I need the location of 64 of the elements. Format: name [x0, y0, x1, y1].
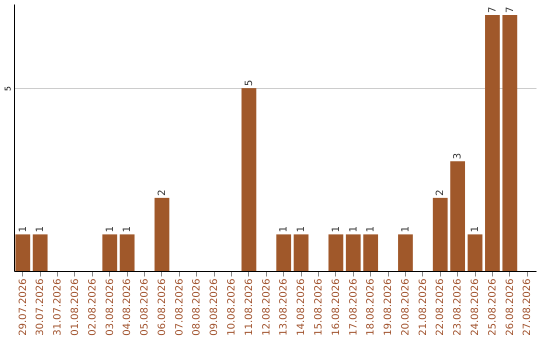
data-label: 1 [296, 226, 308, 232]
data-label: 2 [156, 189, 168, 196]
data-label: 1 [18, 226, 29, 232]
data-label: 1 [330, 226, 342, 232]
bar [468, 234, 482, 271]
x-tick-label: 26.08.2026 [504, 278, 516, 336]
x-tick-label: 16.08.2026 [330, 278, 342, 336]
x-tick-label: 27.08.2026 [522, 278, 534, 336]
bar [502, 14, 518, 271]
bar [328, 234, 344, 271]
bar [346, 234, 361, 271]
x-tick-label: 12.08.2026 [261, 278, 272, 336]
bar [242, 88, 256, 271]
data-label: 3 [452, 152, 464, 160]
x-tick-label: 07.08.2026 [174, 278, 186, 336]
x-tick-label: 01.08.2026 [70, 278, 81, 336]
bar [15, 234, 30, 271]
data-label: 7 [504, 6, 516, 13]
data-label: 1 [470, 226, 482, 232]
bar [398, 234, 413, 271]
data-label: 5 [244, 80, 255, 86]
x-tick-label: 13.08.2026 [278, 278, 290, 336]
x-tick-label: 08.08.2026 [192, 278, 203, 336]
x-tick-label: 06.08.2026 [156, 278, 168, 336]
x-tick-label: 22.08.2026 [435, 278, 446, 336]
x-tick-label: 20.08.2026 [400, 278, 412, 336]
data-label: 1 [104, 226, 116, 232]
x-tick-label: 05.08.2026 [140, 278, 151, 336]
data-label: 1 [348, 226, 360, 232]
bar [363, 234, 378, 271]
bar [32, 234, 48, 271]
x-tick-label: 10.08.2026 [226, 278, 238, 336]
bar [120, 234, 135, 271]
x-tick-label: 31.07.2026 [52, 278, 64, 336]
x-tick-label: 09.08.2026 [209, 278, 220, 336]
bar [276, 234, 292, 271]
data-label: 7 [487, 6, 498, 13]
data-label: 1 [366, 226, 377, 232]
bar [294, 234, 308, 271]
bar [450, 161, 466, 271]
data-label: 1 [122, 226, 134, 232]
x-tick-label: 02.08.2026 [87, 278, 98, 336]
x-tick-label: 23.08.2026 [452, 278, 464, 336]
data-label: 1 [400, 226, 412, 232]
x-tick-label: 29.07.2026 [18, 278, 29, 336]
x-tick-label: 14.08.2026 [296, 278, 308, 336]
data-label: 1 [278, 226, 290, 232]
x-tick-label: 11.08.2026 [244, 278, 255, 336]
x-tick-label: 30.07.2026 [35, 278, 46, 336]
x-tick-label: 17.08.2026 [348, 278, 360, 336]
bar [432, 198, 448, 271]
x-tick-label: 21.08.2026 [418, 278, 429, 336]
data-label: 1 [35, 226, 46, 232]
bar [485, 14, 500, 271]
x-tick-label: 19.08.2026 [383, 278, 394, 336]
data-label: 2 [435, 189, 446, 196]
x-tick-label: 24.08.2026 [470, 278, 482, 336]
bar [154, 198, 170, 271]
bar [102, 234, 118, 271]
x-tick-label: 03.08.2026 [104, 278, 116, 336]
x-tick-label: 04.08.2026 [122, 278, 134, 336]
x-tick-label: 15.08.2026 [313, 278, 324, 336]
x-tick-label: 25.08.2026 [487, 278, 498, 336]
x-tick-label: 18.08.2026 [366, 278, 377, 336]
